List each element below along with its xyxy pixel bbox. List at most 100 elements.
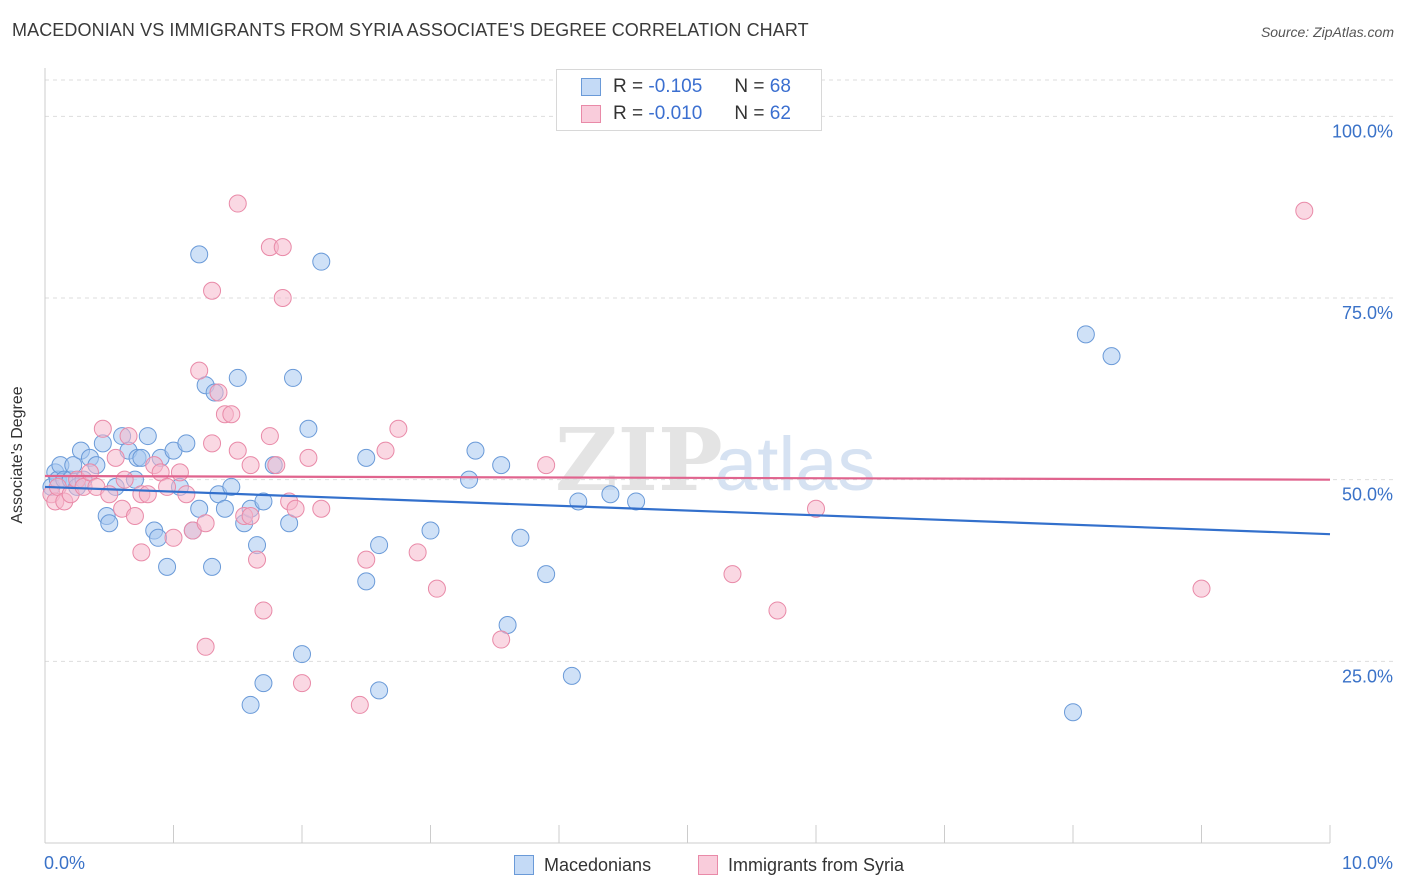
point-syria	[119, 427, 138, 446]
point-macedonian	[370, 536, 389, 555]
y-tick-label: 100.0%	[1332, 121, 1393, 141]
point-syria	[196, 514, 215, 533]
point-syria	[125, 507, 144, 525]
point-macedonian	[254, 674, 273, 693]
point-macedonian	[215, 499, 234, 518]
y-tick-label: 25.0%	[1342, 666, 1393, 686]
point-syria	[299, 448, 318, 467]
point-syria	[248, 550, 267, 569]
n-label: N =	[734, 103, 765, 124]
point-macedonian	[228, 368, 247, 387]
point-syria	[241, 456, 260, 475]
point-syria	[209, 383, 228, 402]
point-syria	[177, 485, 196, 504]
point-syria	[357, 550, 376, 569]
r-value: -0.105	[648, 76, 703, 97]
point-macedonian	[562, 666, 581, 685]
point-macedonian	[222, 477, 241, 496]
chart-title: MACEDONIAN VS IMMIGRANTS FROM SYRIA ASSO…	[12, 20, 809, 40]
point-macedonian	[293, 645, 311, 664]
point-syria	[254, 601, 273, 620]
n-label: N =	[734, 76, 765, 97]
n-value: 68	[769, 76, 791, 97]
legend-label-syria: Immigrants from Syria	[728, 854, 905, 875]
point-syria	[196, 637, 215, 656]
point-syria	[376, 441, 395, 460]
y-tick-label: 75.0%	[1342, 303, 1393, 323]
point-syria	[170, 463, 189, 482]
point-macedonian	[149, 528, 168, 547]
point-syria	[389, 419, 408, 438]
point-syria	[267, 456, 286, 475]
point-macedonian	[241, 695, 260, 714]
point-macedonian	[177, 434, 196, 453]
point-syria	[228, 194, 247, 213]
point-syria	[723, 565, 742, 584]
bottom-legend-syria: Immigrants from Syria	[698, 852, 904, 878]
point-syria	[93, 419, 112, 438]
point-syria	[427, 579, 446, 598]
point-syria	[203, 434, 222, 453]
r-label: R =	[613, 103, 644, 124]
point-macedonian	[357, 448, 376, 467]
legend-row-macedonians: R = -0.105 N = 68	[581, 76, 791, 98]
point-macedonian	[466, 441, 485, 460]
point-syria	[312, 499, 331, 518]
point-macedonian	[299, 419, 318, 438]
watermark-atlas: atlas	[715, 422, 876, 507]
legend-swatch-pink	[581, 105, 601, 123]
legend-swatch-blue	[514, 855, 534, 875]
point-syria	[115, 470, 134, 489]
point-macedonian	[138, 427, 157, 446]
trendline-macedonians	[44, 485, 1331, 536]
point-macedonian	[421, 521, 440, 540]
bottom-legend-macedonians: Macedonians	[514, 852, 651, 878]
point-macedonian	[1102, 347, 1121, 366]
point-syria	[1295, 201, 1314, 220]
point-syria	[203, 281, 222, 300]
point-macedonian	[203, 557, 222, 576]
x-tick-label-min: 0.0%	[44, 853, 85, 873]
point-syria	[350, 695, 369, 714]
n-value: 62	[769, 103, 791, 124]
point-syria	[293, 674, 311, 693]
x-tick-label-max: 10.0%	[1342, 853, 1393, 873]
point-syria	[132, 543, 151, 562]
point-syria	[158, 477, 177, 496]
point-macedonian	[537, 565, 556, 584]
point-syria	[1192, 579, 1211, 598]
point-syria	[807, 499, 825, 518]
legend-swatch-pink	[698, 855, 718, 875]
trendline-syria	[44, 474, 1331, 481]
point-macedonian	[254, 492, 273, 511]
point-macedonian	[370, 681, 389, 700]
point-syria	[408, 543, 427, 562]
point-macedonian	[158, 557, 177, 576]
point-syria	[190, 361, 209, 380]
point-syria	[228, 441, 247, 460]
point-syria	[286, 499, 305, 518]
point-syria	[492, 630, 511, 649]
point-syria	[273, 289, 292, 307]
legend-swatch-blue	[581, 78, 601, 96]
point-syria	[164, 528, 183, 547]
point-syria	[260, 427, 279, 446]
point-macedonian	[1076, 325, 1095, 344]
point-macedonian	[284, 368, 303, 387]
point-syria	[106, 448, 125, 467]
point-macedonian	[511, 528, 530, 547]
r-label: R =	[613, 76, 644, 97]
point-macedonian	[627, 492, 646, 511]
point-macedonian	[601, 485, 620, 504]
point-macedonian	[460, 470, 479, 489]
point-syria	[222, 405, 241, 424]
point-syria	[273, 238, 292, 257]
point-syria	[537, 456, 556, 475]
point-macedonian	[357, 572, 376, 591]
point-syria	[241, 507, 260, 525]
point-macedonian	[492, 456, 511, 475]
point-macedonian	[190, 245, 209, 264]
y-tick-label: 50.0%	[1342, 485, 1393, 505]
point-syria	[768, 601, 787, 620]
